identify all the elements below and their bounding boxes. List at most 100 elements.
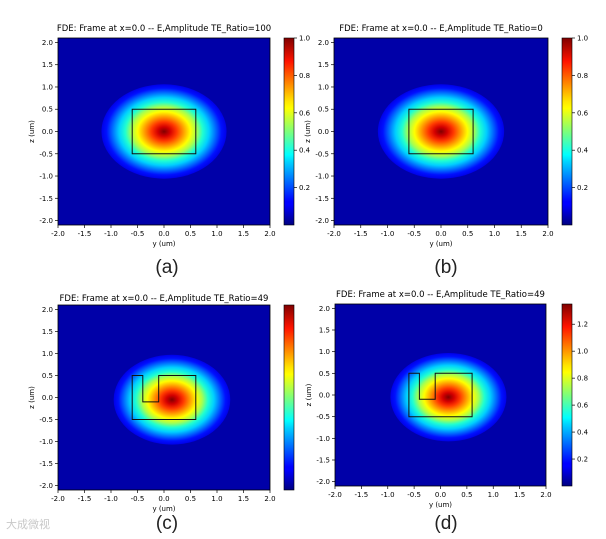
chart-title: FDE: Frame at x=0.0 -- E,Amplitude TE_Ra… (339, 24, 543, 34)
y-tick-label: -0.5 (39, 150, 53, 158)
x-tick-label: -0.5 (131, 495, 145, 503)
x-tick-label: 0.0 (158, 495, 169, 503)
x-tick-label: 1.0 (489, 230, 500, 238)
y-tick-label: 0.0 (318, 128, 329, 136)
chart-title: FDE: Frame at x=0.0 -- E,Amplitude TE_Ra… (57, 24, 271, 34)
x-tick-label: 1.5 (238, 230, 249, 238)
x-tick-label: 1.0 (488, 491, 499, 499)
colorbar (561, 303, 573, 487)
panel-caption: (d) (434, 513, 457, 534)
waveguide-outline (131, 375, 197, 420)
y-tick-label: 1.5 (319, 327, 330, 335)
y-tick-label: 0.5 (319, 370, 330, 378)
y-tick-label: 2.0 (42, 306, 53, 314)
x-tick-label: -0.5 (407, 491, 421, 499)
x-tick-label: -2.0 (328, 491, 342, 499)
x-axis-label: y (um) (152, 505, 175, 513)
x-tick-label: 2.0 (540, 491, 551, 499)
y-tick-label: -1.0 (315, 173, 329, 181)
chart-title: FDE: Frame at x=0.0 -- E,Amplitude TE_Ra… (60, 294, 269, 304)
x-tick-label: 1.5 (514, 491, 525, 499)
x-tick-label: 0.0 (435, 230, 446, 238)
colorbar-tick-label: 0.4 (577, 429, 589, 437)
colorbar-tick-label: 0.2 (577, 184, 588, 192)
y-tick-label: -2.0 (316, 478, 330, 486)
field-intensity-map (113, 354, 231, 445)
panel-caption: (a) (155, 257, 178, 278)
x-tick-label: 1.0 (211, 495, 222, 503)
x-axis-label: y (um) (152, 240, 175, 248)
y-tick-label: 1.0 (318, 83, 329, 91)
waveguide-outline (131, 108, 197, 155)
field-intensity-map (390, 352, 507, 442)
colorbar (283, 304, 295, 491)
x-tick-label: -1.0 (381, 230, 395, 238)
chart-title: FDE: Frame at x=0.0 -- E,Amplitude TE_Ra… (336, 290, 545, 300)
field-intensity-map (377, 84, 505, 179)
y-tick-label: 0.5 (318, 106, 329, 114)
x-tick-label: 0.5 (462, 230, 473, 238)
y-axis-label: z (um) (305, 383, 313, 406)
y-tick-label: -1.5 (316, 457, 330, 465)
watermark-text: 大成微视 (6, 517, 50, 531)
x-tick-label: -2.0 (51, 230, 65, 238)
x-tick-label: 0.5 (461, 491, 472, 499)
x-tick-label: 1.5 (516, 230, 527, 238)
y-tick-label: 1.5 (42, 61, 53, 69)
x-tick-label: -1.5 (354, 230, 368, 238)
colorbar-tick-label: 0.2 (299, 184, 310, 192)
waveguide-outline (408, 108, 474, 155)
y-tick-label: 2.0 (318, 39, 329, 47)
x-tick-label: 1.0 (211, 230, 222, 238)
colorbar-tick-label: 0.8 (299, 72, 310, 80)
y-tick-label: -1.5 (315, 195, 329, 203)
y-tick-label: -0.5 (39, 416, 53, 424)
y-tick-label: 1.0 (319, 348, 330, 356)
y-tick-label: -0.5 (316, 413, 330, 421)
y-tick-label: 0.0 (42, 394, 53, 402)
x-tick-label: -2.0 (327, 230, 341, 238)
x-axis-label: y (um) (429, 501, 452, 509)
chart-panel-3: FDE: Frame at x=0.0 -- E,Amplitude TE_Ra… (28, 294, 295, 534)
colorbar-tick-label: 1.0 (577, 35, 588, 43)
colorbar-tick-label: 1.0 (299, 35, 310, 43)
field-intensity-map (101, 84, 227, 179)
x-axis-label: y (um) (429, 240, 452, 248)
panel-caption: (c) (156, 513, 178, 534)
chart-panel-1: FDE: Frame at x=0.0 -- E,Amplitude TE_Ra… (28, 24, 311, 278)
x-tick-label: 2.0 (542, 230, 553, 238)
chart-panel-2: FDE: Frame at x=0.0 -- E,Amplitude TE_Ra… (304, 24, 589, 278)
x-tick-label: 0.0 (435, 491, 446, 499)
waveguide-outline (408, 372, 473, 418)
y-tick-label: -2.0 (39, 482, 53, 490)
y-tick-label: 2.0 (319, 305, 330, 313)
y-tick-label: 0.5 (42, 106, 53, 114)
y-axis-label: z (um) (28, 386, 36, 409)
colorbar-tick-label: 0.4 (577, 147, 589, 155)
y-tick-label: -1.5 (39, 195, 53, 203)
y-tick-label: -1.0 (39, 438, 53, 446)
x-tick-label: -1.0 (104, 495, 118, 503)
y-tick-label: 1.0 (42, 83, 53, 91)
panel-caption: (b) (434, 257, 457, 278)
colorbar-tick-label: 0.6 (577, 402, 589, 410)
colorbar-tick-label: 0.6 (299, 109, 311, 117)
y-tick-label: -1.0 (39, 173, 53, 181)
y-tick-label: 1.5 (318, 61, 329, 69)
x-tick-label: -1.0 (381, 491, 395, 499)
y-tick-label: -2.0 (315, 217, 329, 225)
x-tick-label: 0.5 (185, 495, 196, 503)
y-tick-label: -2.0 (39, 217, 53, 225)
y-tick-label: 0.5 (42, 372, 53, 380)
colorbar-tick-label: 0.6 (577, 109, 589, 117)
x-tick-label: 0.5 (185, 230, 196, 238)
colorbar-tick-label: 0.8 (577, 72, 588, 80)
x-tick-label: 0.0 (158, 230, 169, 238)
colorbar-tick-label: 0.2 (577, 456, 588, 464)
y-tick-label: 1.5 (42, 328, 53, 336)
y-tick-label: 0.0 (319, 392, 330, 400)
colorbar-tick-label: 0.8 (577, 375, 588, 383)
x-tick-label: -1.0 (104, 230, 118, 238)
y-tick-label: -0.5 (315, 150, 329, 158)
